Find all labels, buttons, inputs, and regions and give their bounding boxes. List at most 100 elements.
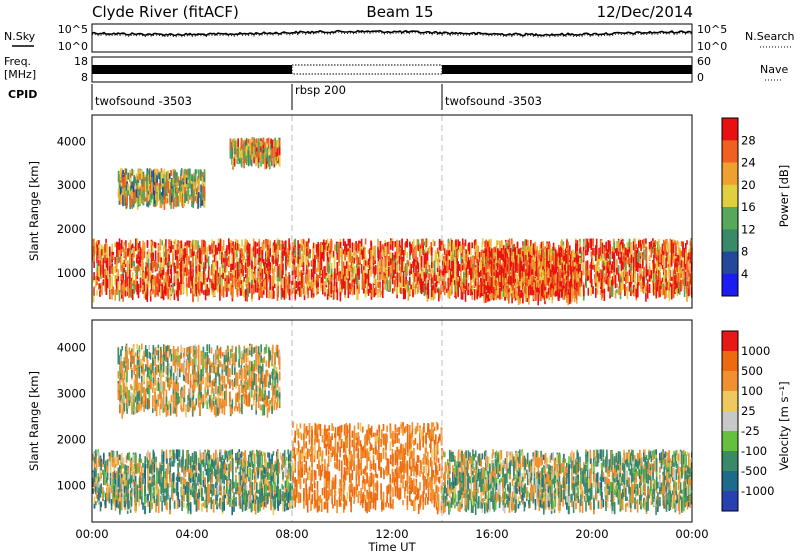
- echo-cell: [333, 255, 336, 268]
- echo-cell: [310, 261, 313, 266]
- echo-cell: [495, 254, 498, 264]
- echo-cell: [619, 257, 621, 264]
- echo-cell: [323, 239, 325, 251]
- echo-cell: [96, 267, 99, 277]
- echo-cell: [663, 241, 665, 246]
- cpid-segment-3: twofsound -3503: [445, 94, 542, 108]
- echo-cell: [677, 271, 680, 283]
- echo-cell: [640, 251, 642, 257]
- echo-cell: [582, 268, 585, 276]
- echo-cell: [454, 240, 456, 250]
- echo-cell: [499, 259, 501, 265]
- echo-cell: [476, 261, 478, 272]
- echo-cell: [619, 278, 622, 284]
- echo-cell: [259, 272, 262, 281]
- echo-cell: [130, 277, 133, 283]
- echo-cell: [438, 238, 441, 251]
- echo-cell: [497, 262, 499, 270]
- echo-cell: [349, 254, 351, 263]
- echo-cell: [102, 261, 105, 272]
- echo-cell: [114, 242, 116, 248]
- echo-cell: [203, 266, 205, 276]
- echo-cell: [168, 254, 170, 267]
- echo-cell: [120, 285, 123, 295]
- echo-cell: [425, 252, 428, 264]
- echo-cell: [611, 288, 614, 297]
- echo-cell: [99, 270, 101, 279]
- echo-cell: [528, 275, 530, 287]
- echo-cell: [338, 272, 340, 281]
- echo-cell: [455, 239, 457, 248]
- echo-cell: [674, 240, 676, 246]
- echo-cell: [355, 240, 357, 252]
- echo-cell: [288, 289, 291, 295]
- echo-cell: [652, 241, 654, 247]
- echo-cell: [332, 290, 335, 297]
- echo-cell: [577, 259, 580, 268]
- echo-cell: [174, 251, 177, 256]
- echo-cell: [306, 258, 308, 264]
- echo-cell: [517, 293, 520, 305]
- echo-cell: [349, 264, 351, 272]
- echo-cell: [367, 258, 370, 266]
- echo-cell: [467, 290, 470, 295]
- echo-cell: [655, 240, 658, 245]
- echo-cell: [490, 264, 493, 277]
- echo-cell: [248, 275, 251, 281]
- echo-cell: [464, 249, 467, 262]
- echo-cell: [476, 254, 478, 260]
- echo-cell: [158, 278, 161, 287]
- echo-cell: [688, 260, 690, 270]
- echo-cell: [633, 245, 635, 251]
- echo-cell: [461, 284, 464, 293]
- echo-cell: [495, 279, 498, 290]
- echo-cell: [438, 289, 441, 299]
- echo-cell: [117, 242, 120, 250]
- echo-cell: [201, 263, 203, 270]
- echo-cell: [447, 243, 450, 251]
- echo-cell: [314, 277, 316, 286]
- echo-cell: [412, 289, 414, 298]
- echo-cell: [447, 288, 450, 295]
- echo-cell: [246, 250, 248, 258]
- station-title: Clyde River (fitACF): [92, 3, 239, 21]
- echo-cell: [388, 268, 390, 277]
- echo-cell: [184, 248, 187, 258]
- echo-cell: [278, 239, 281, 250]
- echo-cell: [201, 271, 203, 277]
- echo-cell: [400, 287, 402, 294]
- echo-cell: [244, 241, 247, 253]
- echo-cell: [611, 261, 614, 270]
- echo-cell: [400, 256, 402, 265]
- echo-cell: [657, 280, 659, 291]
- echo-cell: [441, 259, 444, 271]
- echo-cell: [497, 286, 499, 296]
- echo-cell: [460, 255, 463, 261]
- echo-cell: [339, 241, 342, 249]
- echo-cell: [370, 254, 373, 259]
- echo-cell: [646, 279, 649, 286]
- echo-cell: [655, 284, 658, 296]
- echo-cell: [258, 247, 260, 256]
- echo-cell: [201, 249, 203, 255]
- echo-cell: [317, 277, 319, 283]
- echo-cell: [425, 266, 428, 278]
- echo-cell: [244, 274, 247, 279]
- echo-cell: [163, 278, 166, 289]
- echo-cell: [686, 260, 688, 273]
- echo-cell: [508, 255, 511, 265]
- echo-cell: [174, 266, 177, 274]
- echo-cell: [133, 260, 135, 267]
- echo-cell: [522, 265, 525, 274]
- echo-cell: [424, 246, 427, 257]
- echo-cell: [536, 246, 538, 253]
- echo-cell: [434, 253, 437, 260]
- echo-cell: [482, 286, 484, 294]
- echo-cell: [450, 244, 452, 250]
- echo-cell: [658, 276, 660, 282]
- echo-cell: [353, 265, 356, 273]
- echo-cell: [251, 278, 253, 285]
- echo-cell: [92, 290, 95, 303]
- echo-cell: [416, 271, 419, 279]
- echo-cell: [590, 238, 592, 251]
